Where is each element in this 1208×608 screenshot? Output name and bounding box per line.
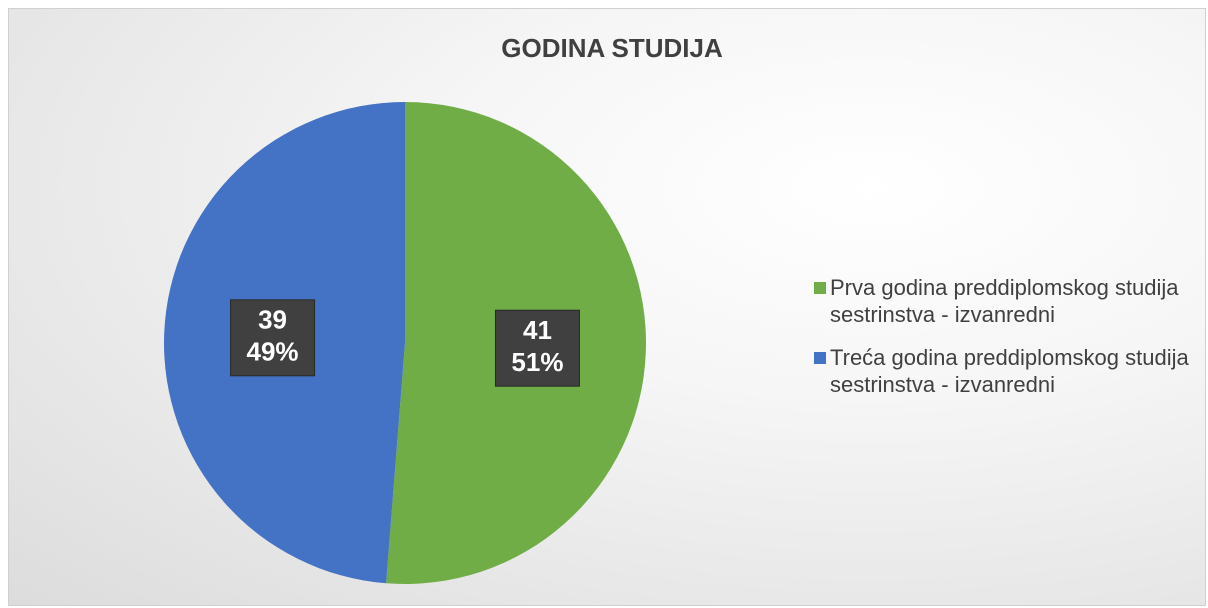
data-label-value: 39 [258,305,287,335]
data-label-box [494,309,580,387]
data-label-box [230,299,316,377]
legend-item: Prva godina preddiplomskog studija sestr… [814,274,1194,328]
data-label-percent: 49% [247,337,299,367]
data-label-value: 41 [523,315,552,345]
legend-swatch [814,352,826,364]
legend-label: Treća godina preddiplomskog studija sest… [830,345,1189,397]
legend-item: Treća godina preddiplomskog studija sest… [814,344,1194,398]
chart-title: GODINA STUDIJA [501,33,723,63]
legend-swatch [814,282,826,294]
data-label-percent: 51% [511,347,563,377]
legend-label: Prva godina preddiplomskog studija sestr… [830,275,1179,327]
